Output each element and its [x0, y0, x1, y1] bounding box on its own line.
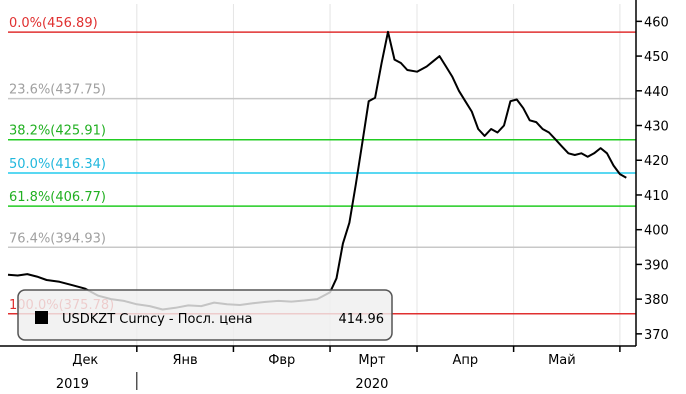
fib-level-label-4: 61.8%(406.77) [9, 190, 106, 205]
legend-box [17, 289, 393, 341]
x-tick-label-2: Фвр [268, 353, 295, 368]
y-tick-label-8: 450 [644, 50, 669, 65]
x-tick-label-3: Мрт [358, 353, 385, 368]
x-tick-label-4: Апр [452, 353, 478, 368]
legend-series-name: USDKZT Curncy - Посл. цена [62, 312, 253, 327]
y-tick-label-4: 410 [644, 189, 669, 204]
y-tick-label-0: 370 [644, 328, 669, 343]
y-tick-label-6: 430 [644, 120, 669, 135]
x-tick-label-5: Май [548, 353, 576, 368]
x-tick-label-0: Дек [72, 353, 98, 368]
fib-level-label-1: 23.6%(437.75) [9, 83, 106, 98]
legend-swatch [35, 311, 48, 324]
fib-level-label-0: 0.0%(456.89) [9, 16, 98, 31]
y-tick-label-5: 420 [644, 154, 669, 169]
y-tick-label-7: 440 [644, 85, 669, 100]
fib-level-label-5: 76.4%(394.93) [9, 231, 106, 246]
legend: USDKZT Curncy - Посл. цена 414.96 [17, 289, 393, 341]
fib-level-label-3: 50.0%(416.34) [9, 157, 106, 172]
x-tick-label-1: Янв [173, 353, 198, 368]
y-tick-label-2: 390 [644, 258, 669, 273]
x-year-label-1: 2020 [355, 377, 388, 392]
x-year-label-0: 2019 [56, 377, 89, 392]
legend-last-value: 414.96 [339, 312, 385, 327]
y-tick-label-9: 460 [644, 15, 669, 30]
y-tick-label-3: 400 [644, 224, 669, 239]
y-tick-label-1: 380 [644, 293, 669, 308]
axes: 370 380 390 400 410 420 430 440 450 460 Дек Янв Фвр М… [0, 0, 669, 392]
fib-level-label-2: 38.2%(425.91) [9, 124, 106, 139]
fibonacci-levels: 0.0%(456.89) 23.6%(437.75) 38.2%(425.91) 50… [8, 16, 636, 315]
